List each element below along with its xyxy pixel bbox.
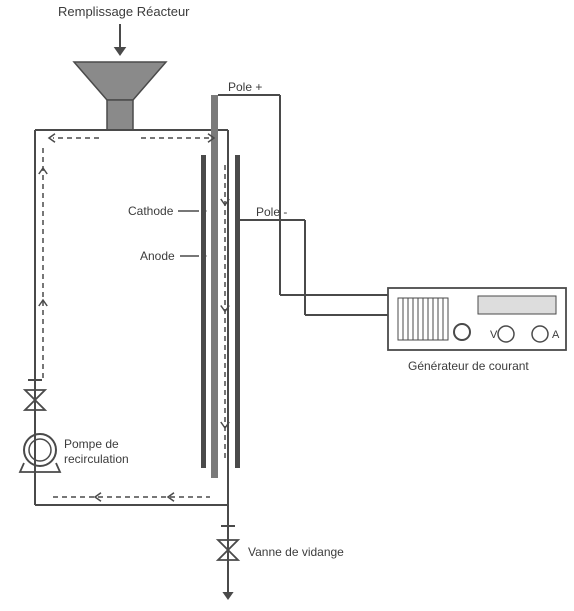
pole-minus-label: Pole - — [256, 205, 287, 219]
pole-plus-label: Pole + — [228, 80, 262, 94]
cathode-label: Cathode — [128, 204, 174, 218]
pump-label-2: recirculation — [64, 452, 129, 466]
volt-label: V — [490, 329, 498, 341]
cathode-electrode — [211, 120, 218, 478]
drain-valve-label: Vanne de vidange — [248, 545, 344, 559]
anode-electrode-left — [201, 155, 206, 468]
amp-label: A — [552, 329, 560, 341]
generator-display — [478, 296, 556, 314]
pump-label-1: Pompe de — [64, 437, 119, 451]
anode-label: Anode — [140, 249, 175, 263]
generator-label: Générateur de courant — [408, 359, 529, 373]
anode-electrode-right — [235, 155, 240, 468]
fill-reactor-label: Remplissage Réacteur — [58, 4, 190, 19]
